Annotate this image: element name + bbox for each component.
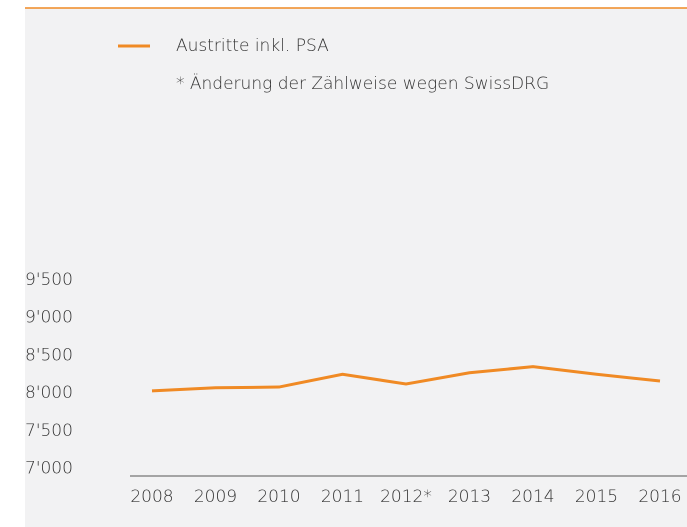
x-tick-label: 2014 — [511, 487, 554, 507]
legend-label: Austritte inkl. PSA — [176, 36, 329, 56]
y-tick-label: 8'500 — [25, 345, 73, 365]
y-tick-label: 8'000 — [25, 383, 73, 403]
y-tick-label: 9'000 — [25, 308, 73, 328]
x-tick-label: 2013 — [448, 487, 491, 507]
line — [151, 365, 661, 393]
x-tick-label: 2009 — [194, 487, 237, 507]
background — [25, 8, 687, 527]
x-tick-label: 2010 — [257, 487, 300, 507]
x-tick-label: 2008 — [130, 487, 173, 507]
y-tick-label: 9'500 — [25, 270, 73, 290]
x-tick-label: 2012* — [380, 487, 432, 507]
x-tick-label: 2011 — [321, 487, 364, 507]
y-tick-label: 7'000 — [25, 458, 73, 478]
x-tick-label: 2016 — [638, 487, 681, 507]
annotation: * Änderung der Zählweise wegen SwissDRG — [176, 73, 549, 94]
y-tick-label: 7'500 — [25, 421, 73, 441]
x-tick-label: 2015 — [575, 487, 618, 507]
